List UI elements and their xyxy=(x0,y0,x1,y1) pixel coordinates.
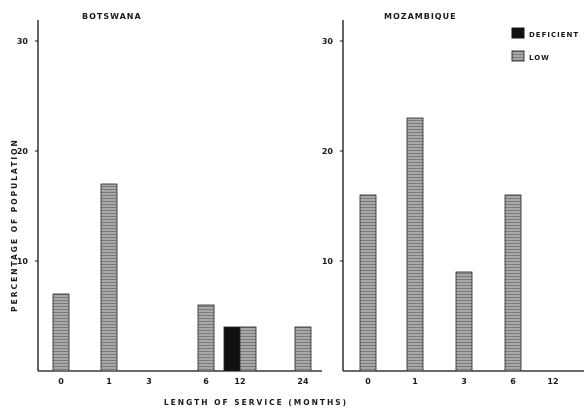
bar-low xyxy=(504,194,522,372)
x-tick-label: 12 xyxy=(234,377,245,386)
bar-low xyxy=(239,326,257,372)
legend-swatch-low xyxy=(511,50,525,62)
x-tick-label: 3 xyxy=(146,377,152,386)
panel-botswana: BOTSWANA 10 20 30 0 1 3 6 12 24 xyxy=(17,12,322,386)
bar-low xyxy=(100,183,118,372)
x-tick-label: 0 xyxy=(58,377,64,386)
x-tick-label: 12 xyxy=(547,377,558,386)
legend-label-low: LOW xyxy=(529,54,550,62)
x-tick-label: 6 xyxy=(510,377,516,386)
bars xyxy=(52,183,312,372)
legend: DEFICIENT LOW xyxy=(511,27,579,62)
x-axis-label: LENGTH OF SERVICE (MONTHS) xyxy=(164,398,348,407)
x-tick-label: 0 xyxy=(365,377,371,386)
bar-low xyxy=(359,194,377,372)
panel-title-botswana: BOTSWANA xyxy=(82,12,142,21)
x-tick-labels: 0 1 3 6 12 24 xyxy=(58,377,309,386)
x-tick-label: 24 xyxy=(297,377,309,386)
y-ticks: 10 20 30 xyxy=(322,37,343,266)
y-ticks: 10 20 30 xyxy=(17,37,38,266)
bar-low xyxy=(52,293,70,372)
x-tick-label: 1 xyxy=(412,377,418,386)
y-tick-label: 30 xyxy=(17,37,29,46)
y-axis-label: PERCENTAGE OF POPULATION xyxy=(10,138,19,312)
x-tick-label: 6 xyxy=(203,377,209,386)
y-tick-label: 10 xyxy=(17,257,29,266)
legend-label-deficient: DEFICIENT xyxy=(529,31,579,39)
y-tick-label: 30 xyxy=(322,37,334,46)
bar-low xyxy=(197,304,215,372)
bars xyxy=(359,117,522,372)
panel-mozambique: MOZAMBIQUE 10 20 30 0 1 3 6 12 xyxy=(322,12,584,386)
x-tick-label: 3 xyxy=(461,377,467,386)
bar-low xyxy=(406,117,424,372)
bar-deficient xyxy=(223,326,241,372)
y-tick-label: 20 xyxy=(17,147,29,156)
x-tick-label: 1 xyxy=(106,377,112,386)
y-tick-label: 10 xyxy=(322,257,334,266)
y-tick-label: 20 xyxy=(322,147,334,156)
legend-swatch-deficient xyxy=(511,27,525,39)
x-tick-labels: 0 1 3 6 12 xyxy=(365,377,558,386)
panel-title-mozambique: MOZAMBIQUE xyxy=(384,12,457,21)
bar-low xyxy=(455,271,473,372)
bar-low xyxy=(294,326,312,372)
